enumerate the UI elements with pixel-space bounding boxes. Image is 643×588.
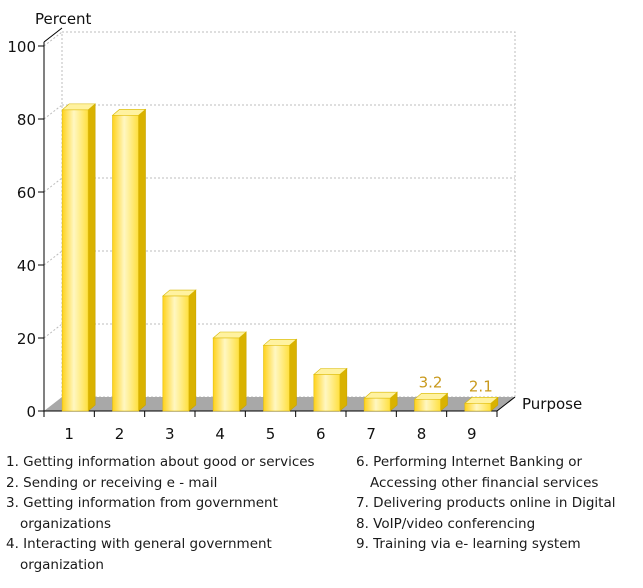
y-tick-label: 80 xyxy=(17,111,36,129)
bar-front xyxy=(162,295,190,412)
y-axis-label: Percent xyxy=(35,10,92,28)
bar-side xyxy=(238,331,247,412)
bar xyxy=(313,367,348,412)
legend-item: 8. VoIP/video conferencing xyxy=(356,515,536,532)
bar xyxy=(61,103,96,412)
bar-side xyxy=(188,289,197,412)
y-tick-label: 20 xyxy=(17,330,36,348)
bar-front xyxy=(363,397,391,412)
bar-front xyxy=(112,115,139,412)
depth-axis-top xyxy=(43,27,63,43)
bar xyxy=(111,108,147,412)
y-tick-label: 0 xyxy=(26,403,36,421)
x-tick-label: 5 xyxy=(266,425,276,443)
x-tick-label: 1 xyxy=(64,425,74,443)
x-tick-label: 7 xyxy=(366,425,376,443)
x-axis-label: Purpose xyxy=(522,395,582,413)
bar xyxy=(464,396,499,412)
bar xyxy=(212,331,247,412)
bar-side xyxy=(339,367,348,412)
y-tick-label: 60 xyxy=(17,184,36,202)
gridline-depth xyxy=(43,323,63,339)
bar-front xyxy=(414,399,441,412)
x-tick-label: 8 xyxy=(417,425,427,443)
bar-front xyxy=(263,344,290,412)
gridline-depth xyxy=(43,250,63,266)
labels: 1 2 3 4 5 6 7 8 3.2 9 2.1 xyxy=(64,373,492,443)
legend-item: 6. Performing Internet Banking or Access… xyxy=(356,454,599,491)
legend-item: 9. Training via e- learning system xyxy=(356,536,581,552)
legend-item: 3. Getting information from government o… xyxy=(6,495,278,532)
bar-front xyxy=(61,109,89,412)
y-tick-label: 40 xyxy=(17,257,36,275)
legend-item: 7. Delivering products online in Digital xyxy=(356,495,616,511)
bar-chart: 0 20 40 60 80 100 1 2 3 4 5 6 7 8 3.2 9 2.1 Percent Pur… xyxy=(7,10,582,443)
legend-item: 4. Interacting with general government o… xyxy=(6,536,272,573)
legend-item: 2. Sending or receiving e - mail xyxy=(6,474,218,491)
bars xyxy=(61,103,499,412)
x-tick-label: 4 xyxy=(215,425,225,443)
x-tick-label: 2 xyxy=(115,425,125,443)
bar-front xyxy=(212,337,240,412)
gridline-depth xyxy=(43,177,63,193)
legend-left-column: 1. Getting information about good or ser… xyxy=(6,452,358,575)
bar-side xyxy=(138,108,146,412)
data-label: 2.1 xyxy=(469,377,493,395)
x-tick-label: 3 xyxy=(165,425,175,443)
bar-side xyxy=(289,338,297,412)
bar xyxy=(162,289,197,412)
bar xyxy=(413,392,449,412)
gridline-depth xyxy=(43,31,63,47)
legend-item: 1. Getting information about good or ser… xyxy=(6,454,315,470)
bar-front xyxy=(313,374,341,412)
bar-front xyxy=(464,403,492,412)
gridline-depth xyxy=(43,104,63,120)
x-tick-label: 9 xyxy=(467,425,477,443)
legend-right-column: 6. Performing Internet Banking or Access… xyxy=(356,452,642,555)
bar xyxy=(262,338,298,412)
depth-axis xyxy=(496,396,516,412)
y-tick-label: 100 xyxy=(7,38,36,56)
bar xyxy=(363,391,398,412)
data-label: 3.2 xyxy=(419,373,443,391)
bar-side xyxy=(87,103,96,412)
x-tick-label: 6 xyxy=(316,425,326,443)
